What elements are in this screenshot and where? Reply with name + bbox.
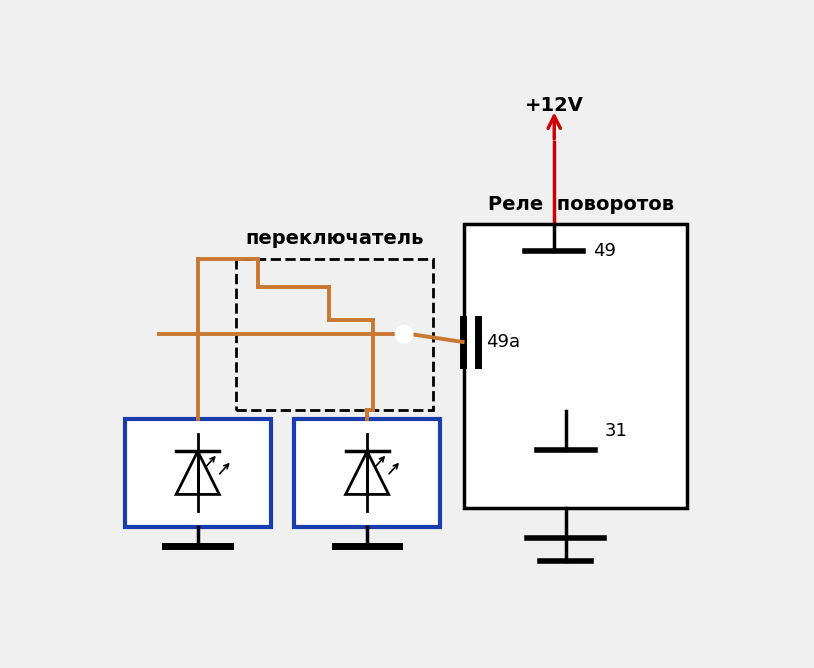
Text: переключатель: переключатель — [246, 228, 424, 248]
Bar — [464, 224, 688, 508]
Circle shape — [396, 327, 412, 342]
Bar — [125, 419, 271, 527]
Text: +12V: +12V — [525, 96, 584, 114]
Text: Реле  поворотов: Реле поворотов — [488, 196, 674, 214]
Text: 49a: 49a — [486, 333, 520, 351]
Bar — [236, 259, 433, 409]
Bar — [294, 419, 440, 527]
Text: 49: 49 — [593, 242, 615, 260]
Text: 31: 31 — [604, 422, 627, 440]
